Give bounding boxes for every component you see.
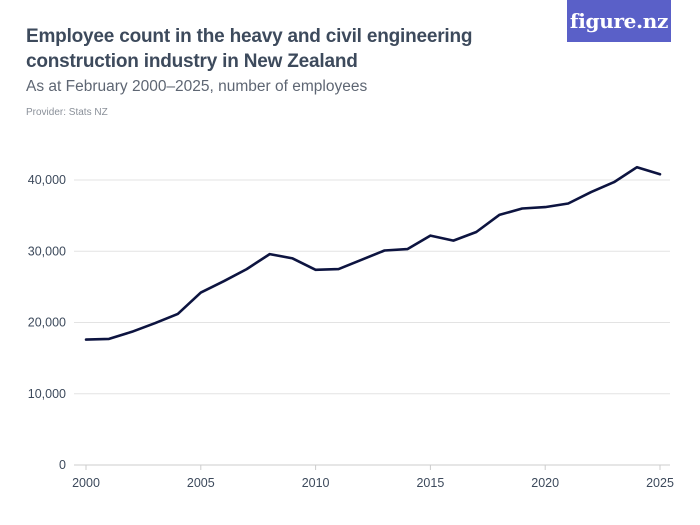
x-tick-label: 2000: [72, 476, 100, 490]
gridlines: [74, 179, 670, 466]
y-axis-labels: 0 10,000 20,000 30,000 40,000: [28, 173, 66, 472]
provider-credit: Provider: Stats NZ: [26, 107, 108, 118]
y-tick-label: 10,000: [28, 387, 66, 401]
y-tick-label: 30,000: [28, 244, 66, 258]
y-tick-label: 40,000: [28, 173, 66, 187]
data-series: [84, 165, 662, 341]
figure-nz-logo[interactable]: figure.nz: [567, 0, 671, 42]
x-tick-label: 2005: [187, 476, 215, 490]
x-tick-label: 2025: [646, 476, 674, 490]
chart-subtitle: As at February 2000–2025, number of empl…: [26, 78, 368, 95]
y-tick-label: 0: [59, 458, 66, 472]
series-line: [84, 165, 662, 341]
x-axis: 2000 2005 2010 2015 2020 2025: [72, 465, 674, 490]
chart-title: Employee count in the heavy and civil en…: [26, 26, 473, 72]
x-tick-label: 2020: [531, 476, 559, 490]
y-tick-label: 20,000: [28, 316, 66, 330]
x-tick-label: 2010: [302, 476, 330, 490]
x-tick-label: 2015: [416, 476, 444, 490]
